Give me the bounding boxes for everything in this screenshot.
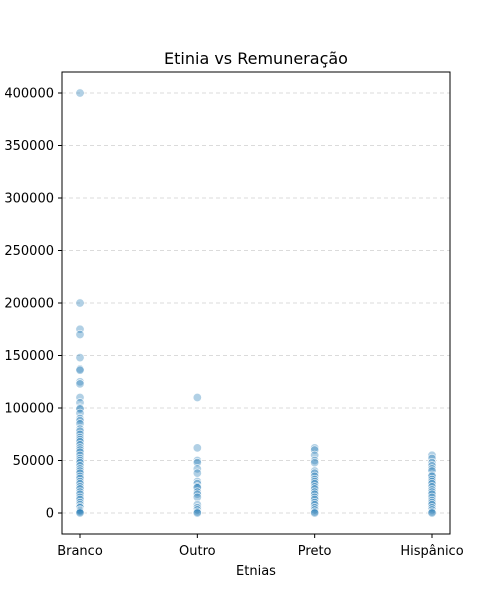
x-axis-label: Etnias [236, 564, 276, 579]
scatter-point [193, 393, 201, 401]
y-tick-label: 50000 [13, 454, 54, 469]
x-tick-label: Hispânico [400, 544, 463, 559]
scatter-point [76, 353, 84, 361]
scatter-point [428, 509, 436, 517]
chart-title: Etinia vs Remuneração [164, 49, 348, 68]
scatter-point [193, 509, 201, 517]
y-tick-label: 250000 [4, 244, 54, 259]
scatter-point [310, 458, 318, 466]
y-tick-label: 100000 [4, 402, 54, 417]
y-axis: 0 50000 100000 150000 200000 250000 300000 3500… [4, 87, 62, 522]
scatter-point [193, 469, 201, 477]
x-tick-label: Branco [57, 544, 103, 559]
y-tick-label: 300000 [4, 192, 54, 207]
scatter-point [76, 366, 84, 374]
scatter-point [193, 444, 201, 452]
scatter-point [76, 299, 84, 307]
points-layer [76, 89, 436, 517]
y-tick-label: 200000 [4, 297, 54, 312]
x-axis: Branco Outro Preto Hispânico [57, 534, 463, 559]
x-tick-label: Preto [298, 544, 332, 559]
grid-layer [62, 93, 450, 513]
y-tick-label: 0 [46, 507, 54, 522]
scatter-point [76, 380, 84, 388]
scatter-point [76, 89, 84, 97]
scatter-point [310, 509, 318, 517]
scatter-point [76, 509, 84, 517]
y-tick-label: 150000 [4, 349, 54, 364]
scatter-point [76, 330, 84, 338]
y-tick-label: 350000 [4, 139, 54, 154]
y-tick-label: 400000 [4, 87, 54, 102]
x-tick-label: Outro [179, 544, 216, 559]
